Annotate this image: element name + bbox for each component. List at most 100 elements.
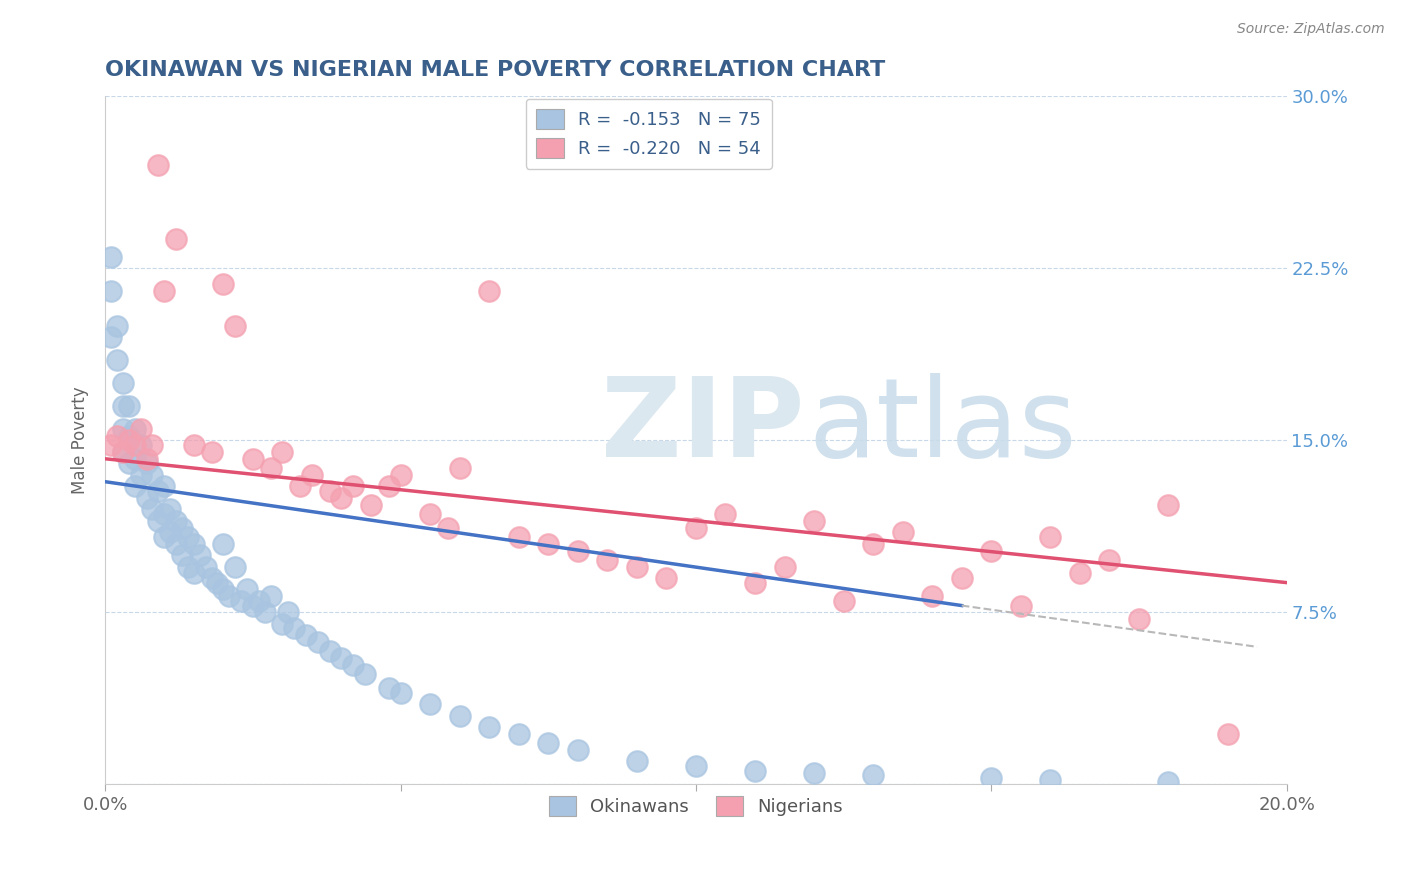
- Point: [354, 667, 377, 681]
- Point: [419, 697, 441, 711]
- Point: [218, 590, 240, 604]
- Point: [1010, 599, 1032, 613]
- Point: [170, 520, 193, 534]
- Point: [301, 467, 323, 482]
- Point: [242, 599, 264, 613]
- Point: [212, 582, 235, 597]
- Point: [1128, 612, 1150, 626]
- Text: ZIP: ZIP: [602, 373, 804, 480]
- Point: [183, 536, 205, 550]
- Point: [832, 594, 855, 608]
- Point: [803, 766, 825, 780]
- Point: [153, 530, 176, 544]
- Point: [626, 755, 648, 769]
- Text: Source: ZipAtlas.com: Source: ZipAtlas.com: [1237, 22, 1385, 37]
- Point: [148, 158, 170, 172]
- Point: [342, 658, 364, 673]
- Point: [135, 451, 157, 466]
- Point: [271, 445, 294, 459]
- Point: [891, 525, 914, 540]
- Point: [148, 483, 170, 498]
- Point: [626, 559, 648, 574]
- Point: [342, 479, 364, 493]
- Point: [685, 759, 707, 773]
- Point: [111, 422, 134, 436]
- Point: [224, 318, 246, 333]
- Point: [111, 445, 134, 459]
- Point: [124, 438, 146, 452]
- Point: [188, 548, 211, 562]
- Point: [283, 622, 305, 636]
- Point: [207, 575, 229, 590]
- Point: [129, 467, 152, 482]
- Point: [124, 451, 146, 466]
- Point: [229, 594, 252, 608]
- Point: [318, 483, 340, 498]
- Point: [124, 422, 146, 436]
- Point: [377, 681, 399, 695]
- Point: [129, 422, 152, 436]
- Point: [177, 559, 200, 574]
- Point: [118, 429, 141, 443]
- Point: [111, 399, 134, 413]
- Point: [744, 575, 766, 590]
- Point: [148, 514, 170, 528]
- Point: [377, 479, 399, 493]
- Point: [1157, 775, 1180, 789]
- Point: [714, 507, 737, 521]
- Point: [141, 438, 163, 452]
- Text: OKINAWAN VS NIGERIAN MALE POVERTY CORRELATION CHART: OKINAWAN VS NIGERIAN MALE POVERTY CORREL…: [105, 60, 886, 79]
- Point: [242, 451, 264, 466]
- Point: [141, 467, 163, 482]
- Legend: Okinawans, Nigerians: Okinawans, Nigerians: [541, 789, 851, 823]
- Point: [277, 606, 299, 620]
- Point: [224, 559, 246, 574]
- Point: [111, 376, 134, 390]
- Point: [389, 467, 412, 482]
- Point: [1098, 552, 1121, 566]
- Point: [159, 502, 181, 516]
- Point: [449, 708, 471, 723]
- Point: [449, 461, 471, 475]
- Point: [153, 285, 176, 299]
- Point: [980, 771, 1002, 785]
- Point: [259, 461, 281, 475]
- Point: [1039, 530, 1062, 544]
- Point: [478, 285, 501, 299]
- Point: [1069, 566, 1091, 581]
- Point: [307, 635, 329, 649]
- Point: [118, 434, 141, 448]
- Point: [295, 628, 318, 642]
- Point: [105, 429, 128, 443]
- Point: [165, 536, 187, 550]
- Point: [236, 582, 259, 597]
- Point: [100, 285, 122, 299]
- Point: [1039, 772, 1062, 787]
- Point: [980, 543, 1002, 558]
- Point: [271, 616, 294, 631]
- Point: [212, 536, 235, 550]
- Point: [118, 399, 141, 413]
- Text: atlas: atlas: [808, 373, 1077, 480]
- Point: [862, 768, 884, 782]
- Point: [330, 491, 353, 505]
- Point: [200, 445, 222, 459]
- Point: [135, 456, 157, 470]
- Point: [360, 498, 382, 512]
- Point: [183, 438, 205, 452]
- Point: [247, 594, 270, 608]
- Point: [183, 566, 205, 581]
- Point: [1216, 727, 1239, 741]
- Point: [862, 536, 884, 550]
- Point: [105, 353, 128, 368]
- Point: [508, 727, 530, 741]
- Point: [330, 651, 353, 665]
- Point: [100, 330, 122, 344]
- Point: [389, 686, 412, 700]
- Point: [124, 479, 146, 493]
- Point: [135, 491, 157, 505]
- Point: [288, 479, 311, 493]
- Point: [921, 590, 943, 604]
- Y-axis label: Male Poverty: Male Poverty: [72, 386, 89, 494]
- Point: [153, 507, 176, 521]
